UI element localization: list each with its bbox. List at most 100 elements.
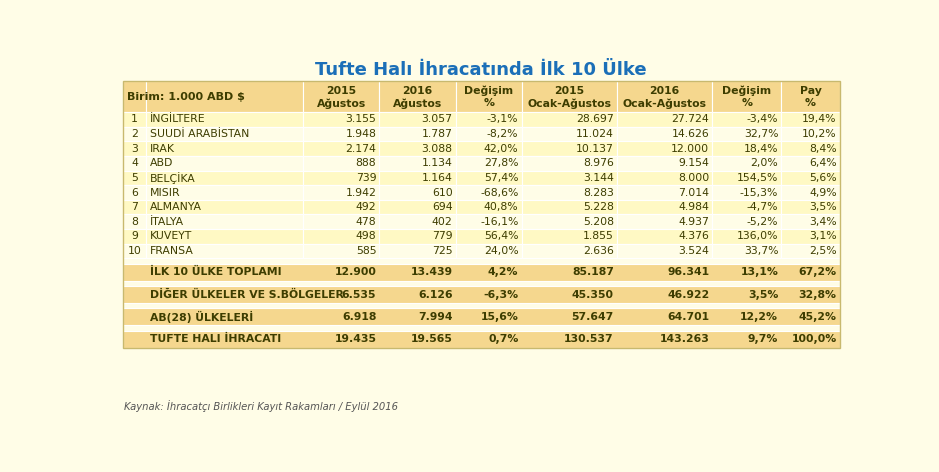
Text: 8.000: 8.000 <box>678 173 709 183</box>
Bar <box>123 308 839 325</box>
Text: 2,0%: 2,0% <box>750 158 778 169</box>
Text: Pay: Pay <box>800 86 822 96</box>
Text: 7: 7 <box>131 202 138 212</box>
Bar <box>379 81 455 112</box>
Bar <box>713 126 781 141</box>
Text: 15,6%: 15,6% <box>481 312 518 322</box>
Text: FRANSA: FRANSA <box>150 246 193 256</box>
Bar <box>455 244 521 258</box>
Bar <box>379 126 455 141</box>
Text: 8.976: 8.976 <box>583 158 614 169</box>
Bar <box>617 156 713 170</box>
Bar <box>617 141 713 156</box>
Bar <box>146 185 303 200</box>
Bar <box>455 214 521 229</box>
Bar <box>123 141 146 156</box>
Text: 7.994: 7.994 <box>418 312 453 322</box>
Text: 3,5%: 3,5% <box>809 202 837 212</box>
Text: 24,0%: 24,0% <box>484 246 518 256</box>
Text: 136,0%: 136,0% <box>737 231 778 242</box>
Bar <box>521 112 617 126</box>
Text: -6,3%: -6,3% <box>484 289 518 300</box>
Text: %: % <box>742 99 752 109</box>
Text: 45.350: 45.350 <box>572 289 614 300</box>
Bar <box>123 112 146 126</box>
Text: 27,8%: 27,8% <box>484 158 518 169</box>
Text: 13.439: 13.439 <box>410 267 453 277</box>
Text: 28.697: 28.697 <box>577 114 614 125</box>
Bar <box>303 81 379 112</box>
Text: 1: 1 <box>131 114 138 125</box>
Bar <box>617 126 713 141</box>
Bar <box>781 200 839 214</box>
Text: 694: 694 <box>432 202 453 212</box>
Text: 10,2%: 10,2% <box>802 129 837 139</box>
Text: 5,6%: 5,6% <box>809 173 837 183</box>
Text: 3.144: 3.144 <box>583 173 614 183</box>
Text: 6,4%: 6,4% <box>809 158 837 169</box>
Bar <box>303 229 379 244</box>
Bar <box>123 229 146 244</box>
Text: -3,4%: -3,4% <box>747 114 778 125</box>
Text: 610: 610 <box>432 187 453 198</box>
Text: 8,4%: 8,4% <box>809 143 837 154</box>
Bar <box>617 81 713 112</box>
Bar <box>521 244 617 258</box>
Text: 478: 478 <box>356 217 377 227</box>
Bar <box>713 112 781 126</box>
Text: %: % <box>484 99 494 109</box>
Bar <box>713 214 781 229</box>
Text: TUFTE HALI İHRACATI: TUFTE HALI İHRACATI <box>150 334 282 344</box>
Text: 6: 6 <box>131 187 138 198</box>
Text: 0,7%: 0,7% <box>488 334 518 344</box>
Text: 2015: 2015 <box>326 86 356 96</box>
Bar <box>146 244 303 258</box>
Text: 10.137: 10.137 <box>576 143 614 154</box>
Text: 5.228: 5.228 <box>583 202 614 212</box>
Text: 3.088: 3.088 <box>422 143 453 154</box>
Text: 27.724: 27.724 <box>671 114 709 125</box>
Bar <box>303 214 379 229</box>
Text: IRAK: IRAK <box>150 143 175 154</box>
Text: 8: 8 <box>131 217 138 227</box>
Bar <box>781 112 839 126</box>
Bar <box>146 200 303 214</box>
Text: 1.942: 1.942 <box>346 187 377 198</box>
Bar <box>303 156 379 170</box>
Text: 18,4%: 18,4% <box>744 143 778 154</box>
Text: 1.855: 1.855 <box>583 231 614 242</box>
Text: 9.154: 9.154 <box>679 158 709 169</box>
Bar <box>617 112 713 126</box>
Text: MISIR: MISIR <box>150 187 180 198</box>
Text: 1.948: 1.948 <box>346 129 377 139</box>
Text: 6.126: 6.126 <box>418 289 453 300</box>
Text: 14.626: 14.626 <box>671 129 709 139</box>
Bar <box>303 244 379 258</box>
Bar <box>617 244 713 258</box>
Bar <box>303 185 379 200</box>
Bar <box>713 156 781 170</box>
Text: 130.537: 130.537 <box>564 334 614 344</box>
Text: 5.208: 5.208 <box>583 217 614 227</box>
Text: 9,7%: 9,7% <box>747 334 778 344</box>
Text: 96.341: 96.341 <box>668 267 709 277</box>
Text: 100,0%: 100,0% <box>792 334 837 344</box>
Bar <box>123 156 146 170</box>
Bar <box>455 112 521 126</box>
Text: DİĞER ÜLKELER VE S.BÖLGELER: DİĞER ÜLKELER VE S.BÖLGELER <box>150 289 344 300</box>
Bar <box>123 81 146 112</box>
Bar <box>379 185 455 200</box>
Bar <box>379 170 455 185</box>
Bar <box>713 200 781 214</box>
Bar <box>379 112 455 126</box>
Text: 4,9%: 4,9% <box>809 187 837 198</box>
Text: -8,2%: -8,2% <box>487 129 518 139</box>
Text: AB(28) ÜLKELERİ: AB(28) ÜLKELERİ <box>150 311 254 323</box>
Bar <box>781 81 839 112</box>
Text: KUVEYT: KUVEYT <box>150 231 192 242</box>
Text: BELÇİKA: BELÇİKA <box>150 172 195 184</box>
Text: 3,1%: 3,1% <box>809 231 837 242</box>
Text: 56,4%: 56,4% <box>484 231 518 242</box>
Text: 8.283: 8.283 <box>583 187 614 198</box>
Bar <box>521 126 617 141</box>
